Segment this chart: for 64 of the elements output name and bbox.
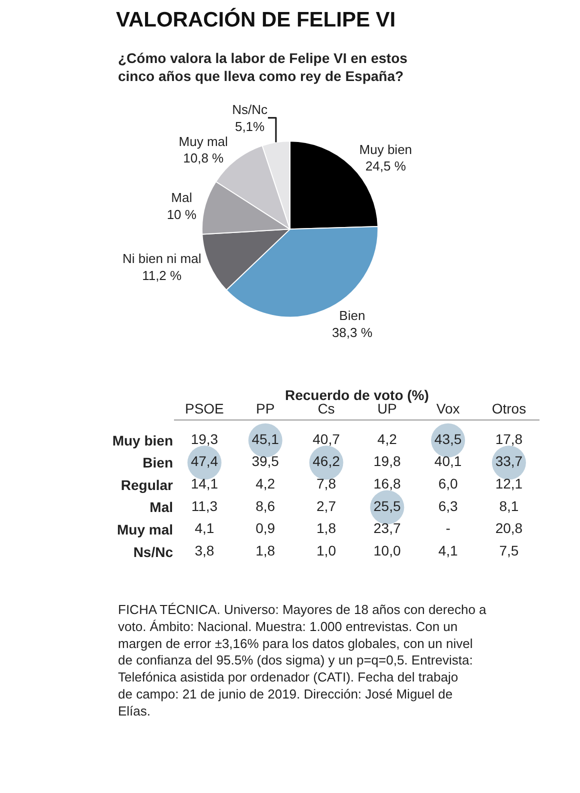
slice-label: Mal bbox=[171, 190, 192, 205]
data-label: 10 % bbox=[166, 206, 197, 222]
data-label: 25,5 bbox=[374, 498, 401, 514]
y-tick-label: Muy mal bbox=[116, 521, 173, 538]
y-tick-label: Regular bbox=[120, 476, 174, 493]
chart-title: VALORACIÓN DE FELIPE VI bbox=[116, 8, 396, 32]
data-label: 0,9 bbox=[256, 520, 276, 536]
data-label: 6,3 bbox=[438, 498, 458, 514]
data-label: 1,0 bbox=[316, 542, 336, 558]
x-tick-label: Cs bbox=[318, 400, 335, 417]
data-label: 45,1 bbox=[252, 430, 280, 447]
x-tick-label: PSOE bbox=[184, 400, 224, 417]
data-label: 24,5 % bbox=[365, 158, 406, 174]
slice-label: Bien bbox=[339, 308, 366, 324]
slice-label: Ns/Nc bbox=[232, 102, 268, 117]
y-tick-label: Muy bien bbox=[112, 432, 173, 448]
data-label: 1,8 bbox=[316, 520, 336, 536]
slice-label: Muy mal bbox=[178, 134, 228, 149]
data-label: 4,2 bbox=[256, 475, 276, 492]
data-label: 40,7 bbox=[312, 430, 340, 447]
text: - bbox=[446, 520, 450, 536]
chart-subtitle: ¿Cómo valora la labor de Felipe VI en estos cinco años que lleva como rey de España? bbox=[118, 50, 408, 84]
data-label: 4,1 bbox=[194, 520, 214, 536]
x-tick-label: UP bbox=[377, 400, 397, 417]
slice-label: Ni bien ni mal bbox=[122, 250, 202, 266]
data-label: 12,1 bbox=[495, 475, 523, 492]
text: FICHA TÉCNICA. Universo: Mayores de 18 años con derecho a voto. Ámbito: Nacional. Muestra: 1.000 entrevistas. Con un margen de error ±3,16% para los datos globales, con un nivel de confianza del 95.5% (dos sigma) y un p=q=0,5. Entrevista: Telefónica asistida por ordenador (CATI). Fecha del trabajo de campo: 21 de junio de 2019. Dirección: José Miguel de Elías. bbox=[118, 602, 488, 718]
data-label: 10,8 % bbox=[183, 150, 224, 166]
data-label: 7,5 bbox=[499, 542, 519, 558]
data-label: 20,8 bbox=[495, 520, 523, 536]
data-label: 8,6 bbox=[256, 498, 276, 514]
data-label: 40,1 bbox=[434, 453, 462, 470]
x-tick-label: Vox bbox=[436, 400, 460, 417]
data-label: 10,0 bbox=[374, 542, 401, 558]
data-label: 4,1 bbox=[438, 542, 458, 558]
data-label: 17,8 bbox=[495, 430, 523, 447]
data-label: 47,4 bbox=[190, 453, 218, 470]
data-label: 14,1 bbox=[190, 475, 218, 492]
data-label: 6,0 bbox=[438, 475, 458, 492]
x-tick-label: PP bbox=[256, 400, 275, 417]
data-label: 7,8 bbox=[316, 475, 336, 492]
y-tick-label: Ns/Nc bbox=[133, 544, 174, 560]
data-label: 33,7 bbox=[495, 453, 523, 470]
data-label: 1,8 bbox=[256, 542, 276, 558]
data-label: 43,5 bbox=[434, 430, 462, 447]
chart-title: Recuerdo de voto (%) bbox=[285, 387, 429, 403]
data-label: 23,7 bbox=[374, 520, 401, 536]
data-label: 2,7 bbox=[316, 498, 336, 514]
data-label: 5,1% bbox=[234, 118, 266, 134]
y-tick-label: Mal bbox=[150, 499, 173, 516]
data-label: 4,2 bbox=[377, 430, 398, 447]
slice-label: Muy bien bbox=[359, 142, 412, 157]
data-label: 19,3 bbox=[190, 430, 218, 447]
data-label: 16,8 bbox=[374, 475, 401, 492]
data-label: 46,2 bbox=[312, 453, 340, 470]
data-label: 3,8 bbox=[194, 542, 214, 558]
x-tick-label: Otros bbox=[492, 400, 526, 417]
y-tick-label: Bien bbox=[142, 454, 173, 471]
data-label: 39,5 bbox=[252, 453, 280, 470]
data-label: 19,8 bbox=[374, 453, 401, 470]
data-label: 8,1 bbox=[499, 498, 519, 514]
data-label: 11,3 bbox=[191, 498, 218, 514]
data-label: 11,2 % bbox=[142, 268, 182, 283]
data-label: 38,3 % bbox=[332, 324, 373, 340]
